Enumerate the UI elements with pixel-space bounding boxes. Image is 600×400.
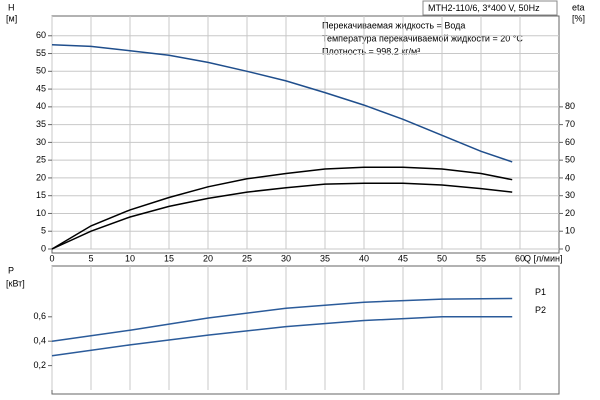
chart-title: MTH2-110/6, 3*400 V, 50Hz (428, 3, 540, 13)
x-tick-label: 15 (164, 253, 174, 263)
x-tick-label: 55 (476, 253, 486, 263)
y-tick-label: 35 (36, 119, 46, 129)
title-box (422, 0, 558, 16)
y-unit: [кВт] (6, 278, 25, 288)
y-tick-label: 0,6 (33, 311, 46, 321)
x-tick-label: 45 (398, 253, 408, 263)
legend-label: P2 (535, 305, 546, 315)
y-tick-label: 30 (36, 137, 46, 147)
x-label: Q [л/мин] (524, 253, 562, 263)
x-tick-label: 20 (203, 253, 213, 263)
legend-label: P1 (535, 287, 546, 297)
y-unit: [м] (6, 13, 17, 23)
y-tick-label: 0 (41, 243, 46, 253)
y2-label: eta (572, 2, 585, 12)
y2-tick-label: 40 (565, 172, 575, 182)
y-label: H (8, 2, 15, 12)
y2-tick-label: 70 (565, 119, 575, 129)
y2-tick-label: 30 (565, 190, 575, 200)
x-tick-label: 50 (437, 253, 447, 263)
y2-tick-label: 0 (565, 243, 570, 253)
series-line (51, 297, 513, 342)
x-tick-label: 10 (125, 253, 135, 263)
y2-tick-label: 10 (565, 226, 575, 236)
y-tick-label: 15 (36, 190, 46, 200)
annotation: Перекачиваемая жидкость = Вода (322, 20, 465, 30)
series-line (51, 182, 513, 250)
series-line (51, 43, 513, 163)
y-tick-label: 5 (41, 226, 46, 236)
y2-tick-label: 50 (565, 155, 575, 165)
y-tick-label: 10 (36, 208, 46, 218)
y-tick-label: 0,4 (33, 336, 46, 346)
x-tick-label: 30 (281, 253, 291, 263)
annotation: Температура перекачиваемой жидкости = 20… (322, 33, 523, 43)
y-tick-label: 0,2 (33, 360, 46, 370)
y-tick-label: 40 (36, 101, 46, 111)
y2-tick-label: 20 (565, 208, 575, 218)
x-tick-label: 25 (242, 253, 252, 263)
x-tick-label: 60 (515, 253, 525, 263)
y2-tick-label: 80 (565, 101, 575, 111)
y2-unit: [%] (572, 13, 585, 23)
annotation: Плотность = 998.2 кг/м³ (322, 46, 420, 56)
y-tick-label: 55 (36, 48, 46, 58)
x-tick-label: 5 (88, 253, 93, 263)
x-tick-label: 40 (359, 253, 369, 263)
y2-tick-label: 60 (565, 137, 575, 147)
series-line (51, 316, 513, 357)
y-tick-label: 20 (36, 172, 46, 182)
x-tick-label: 35 (320, 253, 330, 263)
series-line (51, 166, 513, 250)
y-tick-label: 25 (36, 155, 46, 165)
y-tick-label: 60 (36, 30, 46, 40)
y-tick-label: 45 (36, 83, 46, 93)
x-tick-label: 0 (49, 253, 54, 263)
y-tick-label: 50 (36, 66, 46, 76)
y-label: P (8, 265, 14, 275)
